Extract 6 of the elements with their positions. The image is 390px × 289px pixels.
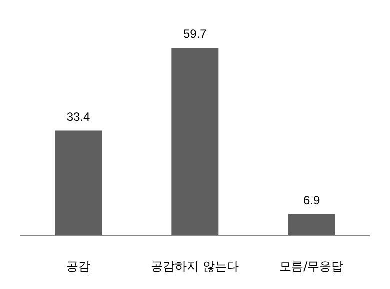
data-label: 6.9 [303, 193, 320, 208]
data-label: 33.4 [66, 110, 90, 124]
x-tick-label: 공감 [66, 260, 90, 274]
data-label: 59.7 [183, 26, 208, 41]
x-tick-label: 모름/무응답 [280, 260, 344, 274]
x-tick-label: 공감하지 않는다 [151, 260, 239, 274]
